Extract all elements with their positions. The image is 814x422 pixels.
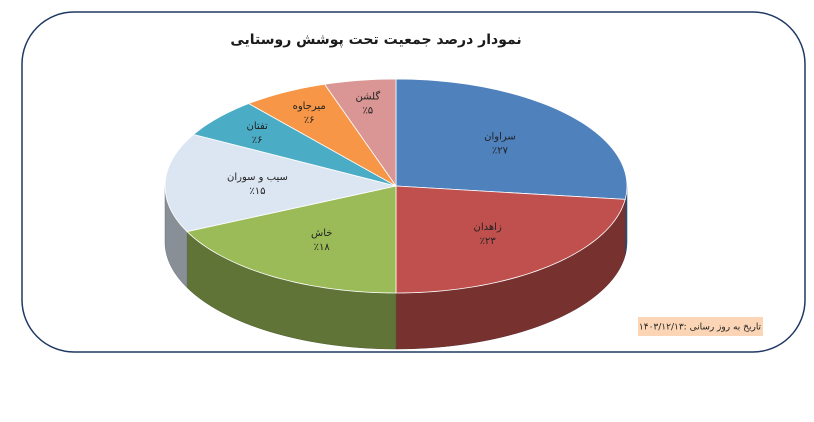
slice-category-label: سراوان: [484, 132, 516, 143]
note-box: [638, 317, 763, 336]
slice-category-label: سیب و سوران: [227, 172, 288, 183]
chart-title: نمودار درصد جمعیت تحت پوشش روستایی: [230, 32, 521, 48]
slice-category-label: خاش: [311, 228, 332, 239]
pie-slice: [395, 185, 626, 294]
pie-slice: [323, 78, 397, 188]
slice-value-label: ٪۶: [304, 115, 315, 126]
pie-slice: [164, 134, 397, 232]
pie-slice: [186, 185, 397, 294]
slice-value-label: ٪۲۷: [492, 146, 509, 157]
slice-category-label: گلشن: [356, 91, 381, 103]
slice-category-label: میرجاوه: [293, 101, 326, 112]
pie-slice: [395, 78, 628, 200]
slice-value-label: ٪۶: [252, 135, 263, 146]
pie-slice: [247, 83, 397, 187]
slice-category-label: زاهدان: [474, 222, 502, 233]
slice-value-label: ٪۵: [362, 106, 373, 117]
pie-slice: [192, 103, 397, 187]
slice-value-label: ٪۱۸: [314, 242, 331, 253]
update-note: تاریخ به روز رسانی :۱۴۰۳/۱۲/۱۳: [639, 323, 762, 333]
slice-value-label: ٪۲۳: [480, 236, 497, 247]
slice-value-label: ٪۱۵: [249, 186, 265, 197]
slice-category-label: تفتان: [247, 121, 268, 132]
